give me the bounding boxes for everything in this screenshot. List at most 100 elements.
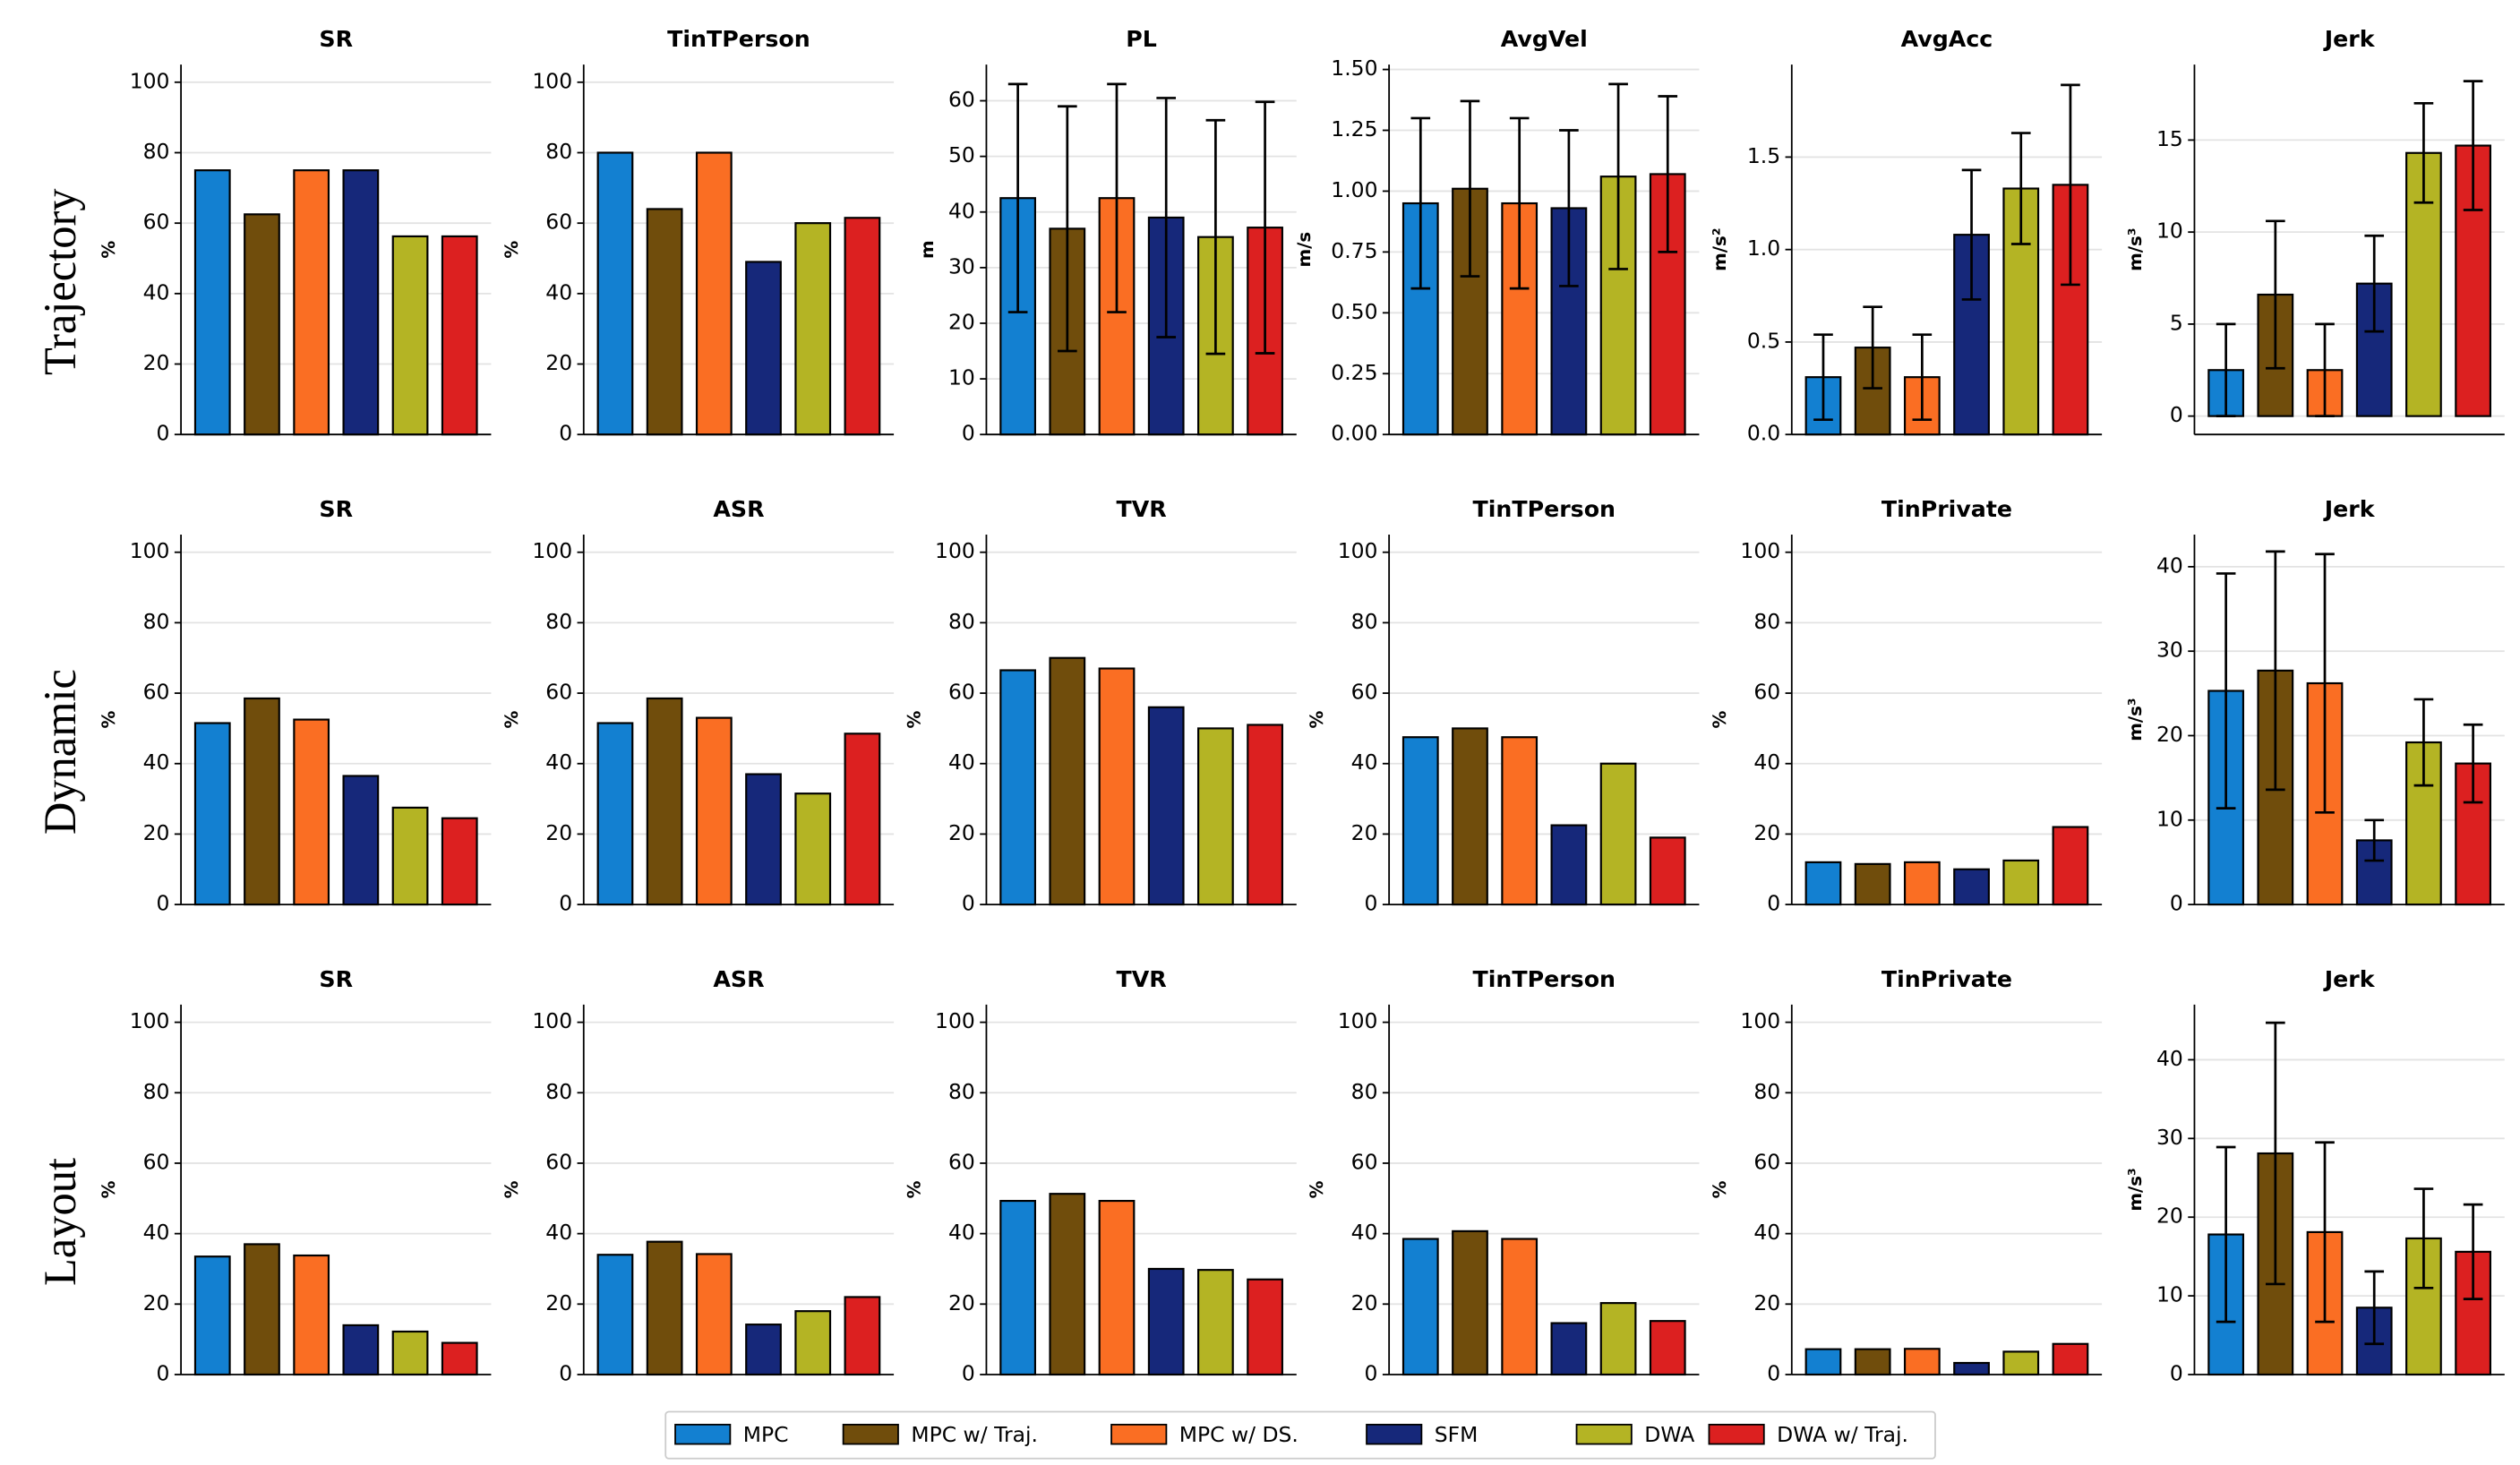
chart-title: TVR [1116, 496, 1166, 522]
y-tick-label: 60 [545, 680, 572, 705]
chart-title: AvgAcc [1901, 26, 1993, 52]
error-bar [2413, 698, 2434, 787]
y-tick-label: 40 [545, 1220, 572, 1245]
y-tick-label: 1.50 [1331, 56, 1377, 81]
legend-label: MPC [743, 1422, 789, 1447]
error-bar [2266, 1021, 2285, 1286]
y-tick-label: 0 [1767, 891, 1780, 916]
bar [342, 775, 380, 906]
y-tick-label: 20 [1351, 820, 1378, 845]
chart-title: TinTPerson [667, 26, 810, 52]
y-tick-label: 100 [532, 68, 572, 93]
chart-title: TinTPerson [1473, 966, 1616, 992]
y-tick-label: 40 [143, 279, 170, 304]
bar [646, 208, 683, 436]
y-tick-label: 80 [545, 139, 572, 164]
y-tick-label: 40 [545, 279, 572, 304]
error-bar [2315, 1141, 2335, 1324]
y-tick-label: 0 [157, 421, 170, 446]
bar [2052, 826, 2089, 906]
y-tick-label: 60 [143, 680, 170, 705]
y-tick-label: 80 [1753, 1079, 1780, 1104]
y-tick-label: 100 [1740, 538, 1780, 563]
y-tick-label: 40 [143, 750, 170, 775]
bar [1098, 667, 1136, 906]
y-tick-label: 100 [130, 538, 170, 563]
y-tick-label: 60 [948, 87, 975, 112]
legend-label: SFM [1435, 1422, 1479, 1447]
error-bar [1961, 168, 1982, 301]
y-tick-label: 0 [157, 891, 170, 916]
bar [1903, 1348, 1941, 1376]
y-tick-label: 100 [1740, 1008, 1780, 1033]
bar [1854, 1348, 1891, 1376]
bar [391, 235, 429, 436]
y-tick-label: 80 [948, 1079, 975, 1104]
error-bar [2364, 1270, 2385, 1346]
y-tick-label: 0 [962, 891, 975, 916]
y-tick-label: 100 [1338, 538, 1378, 563]
y-tick-label: 20 [143, 350, 170, 375]
bar [646, 697, 683, 906]
y-tick-label: 20 [948, 820, 975, 845]
y-axis-label: m/s³ [2125, 1168, 2146, 1211]
legend-swatch [842, 1424, 899, 1445]
bar [2052, 1342, 2089, 1376]
y-tick-label: 0 [2170, 402, 2183, 427]
error-bar [1608, 82, 1628, 270]
chart-title: PL [1126, 26, 1157, 52]
y-axis-label: % [904, 711, 925, 729]
bar [1401, 1238, 1439, 1376]
y-axis-label: m/s³ [2125, 227, 2146, 270]
bar [441, 235, 478, 436]
bar [391, 1330, 429, 1376]
legend-label: MPC w/ DS. [1179, 1422, 1299, 1447]
bar [794, 792, 832, 906]
y-tick-label: 40 [1351, 1220, 1378, 1245]
y-tick-label: 50 [948, 142, 975, 167]
error-bar [2463, 80, 2483, 211]
error-bar [1460, 99, 1480, 278]
bar [342, 169, 380, 436]
y-tick-label: 20 [1753, 1290, 1780, 1315]
y-tick-label: 60 [143, 1149, 170, 1174]
y-tick-label: 100 [935, 1008, 975, 1033]
y-tick-label: 20 [1351, 1290, 1378, 1315]
y-tick-label: 20 [545, 1290, 572, 1315]
chart-title: ASR [713, 496, 764, 522]
bar [1649, 836, 1686, 906]
chart-title: TinTPerson [1473, 496, 1616, 522]
legend-swatch [1575, 1424, 1633, 1445]
y-axis-label: m/s³ [2125, 698, 2146, 741]
y-tick-label: 0.75 [1331, 238, 1377, 263]
y-tick-label: 10 [2156, 218, 2183, 244]
y-axis-label: % [99, 1180, 119, 1198]
y-tick-label: 60 [1351, 1149, 1378, 1174]
bar [999, 669, 1037, 906]
error-bar [1863, 305, 1882, 390]
y-axis-label: % [99, 711, 119, 729]
bar [1098, 1199, 1136, 1376]
bar [1804, 1348, 1842, 1376]
y-tick-label: 40 [948, 198, 975, 223]
bar [1401, 736, 1439, 906]
y-tick-label: 60 [545, 1149, 572, 1174]
y-tick-label: 100 [532, 1008, 572, 1033]
y-tick-label: 100 [1338, 1008, 1378, 1033]
chart-title: Jerk [2323, 966, 2376, 992]
bar [1599, 1302, 1637, 1376]
bar [794, 222, 832, 436]
y-tick-label: 0 [2170, 891, 2183, 916]
bar [1247, 724, 1283, 906]
error-bar [2010, 132, 2031, 245]
error-bar [2315, 322, 2335, 418]
legend-label: DWA w/ Traj. [1777, 1422, 1908, 1447]
legend-label: DWA [1644, 1422, 1694, 1447]
bar [1452, 1229, 1488, 1376]
y-tick-label: 20 [2156, 722, 2183, 747]
bar [745, 773, 782, 906]
bar [745, 261, 782, 436]
y-tick-label: 30 [948, 253, 975, 278]
y-tick-label: 60 [1753, 1149, 1780, 1174]
